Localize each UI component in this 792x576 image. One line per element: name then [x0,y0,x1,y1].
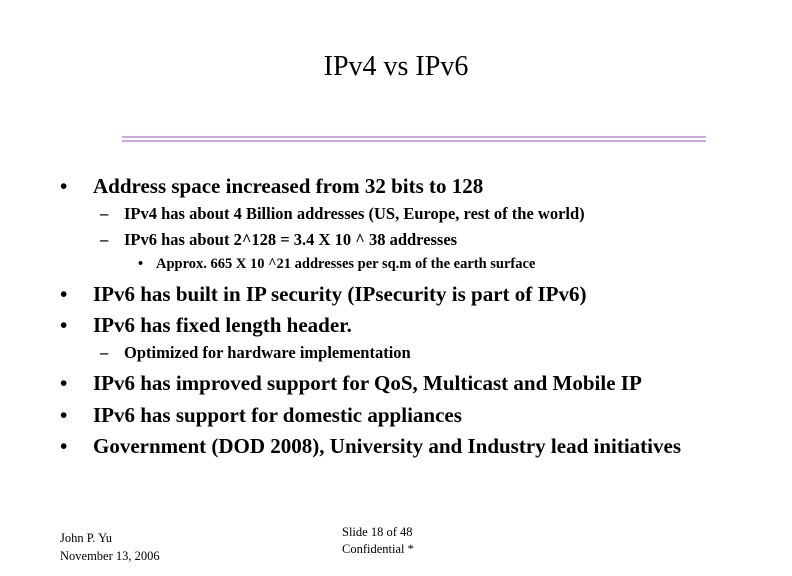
footer-author: John P. Yu [60,531,112,545]
bullet-marker: • [60,434,68,458]
sub-bullet-text: IPv6 has about 2^128 = 3.4 X 10 ^ 38 add… [124,230,458,249]
bullet-marker: • [60,403,68,427]
bullet-marker: • [60,371,68,395]
footer-confidential: Confidential * [342,542,414,556]
bullet-text: Government (DOD 2008), University and In… [93,434,681,458]
footer-slide-number: Slide 18 of 48 [342,525,413,539]
sub-sub-bullet-marker: • [138,256,144,272]
title-divider-top [122,136,706,138]
sub-bullet-text: Optimized for hardware implementation [124,343,411,362]
sub-bullet-marker: – [100,204,109,223]
bullet-text: IPv6 has support for domestic appliances [93,403,462,427]
slide-title: IPv4 vs IPv6 [323,51,469,82]
bullet-text: IPv6 has fixed length header. [93,313,352,337]
bullet-marker: • [60,282,68,306]
sub-bullet-marker: – [100,343,109,362]
bullet-marker: • [60,313,68,337]
bullet-text: Address space increased from 32 bits to … [93,174,484,198]
bullet-marker: • [60,174,68,198]
sub-sub-bullet-text: Approx. 665 X 10 ^21 addresses per sq.m … [156,256,536,272]
sub-bullet-marker: – [100,230,109,249]
title-divider-bottom [122,140,706,142]
bullet-text: IPv6 has built in IP security (IPsecurit… [93,282,587,306]
sub-bullet-text: IPv4 has about 4 Billion addresses (US, … [124,204,585,223]
bullet-text: IPv6 has improved support for QoS, Multi… [93,371,642,395]
footer-date: November 13, 2006 [60,549,160,563]
